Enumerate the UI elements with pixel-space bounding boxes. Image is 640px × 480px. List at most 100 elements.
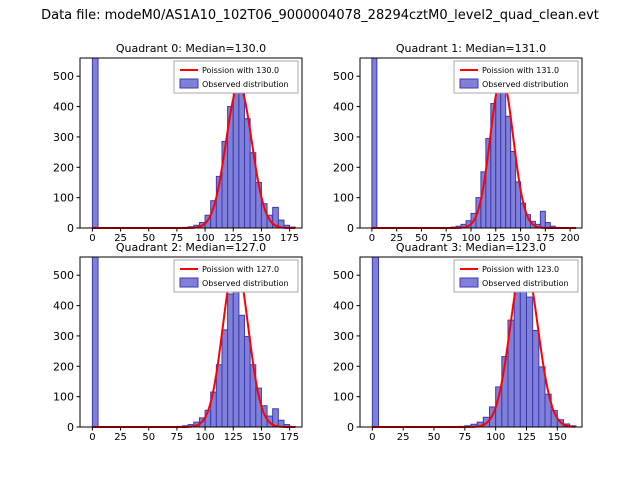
y-tick-label: 0 bbox=[347, 421, 354, 434]
y-tick-label: 100 bbox=[53, 192, 74, 205]
histogram-bar bbox=[371, 57, 378, 229]
x-tick-label: 75 bbox=[440, 233, 453, 244]
legend-label-observed: Observed distribution bbox=[202, 80, 289, 89]
x-tick-label: 175 bbox=[280, 432, 299, 443]
y-tick-label: 300 bbox=[53, 330, 74, 343]
x-tick-label: 100 bbox=[196, 233, 215, 244]
x-tick-label: 100 bbox=[196, 432, 215, 443]
histogram-bar bbox=[513, 289, 521, 428]
x-tick-label: 175 bbox=[280, 233, 299, 244]
y-tick-label: 0 bbox=[67, 421, 74, 434]
y-tick-label: 100 bbox=[333, 391, 354, 404]
subplot-quadrant-1: 0 25 50 75 100 125 150 175 200 0 100 200 300 400 500 Qu… bbox=[333, 42, 583, 244]
x-tick-label: 150 bbox=[252, 233, 271, 244]
poisson-fit-line bbox=[371, 75, 577, 229]
y-tick-label: 100 bbox=[333, 192, 354, 205]
subplot-title: Quadrant 2: Median=127.0 bbox=[116, 241, 266, 254]
x-tick-label: 0 bbox=[369, 233, 375, 244]
legend-label-poisson: Poission with 123.0 bbox=[482, 265, 559, 274]
histogram-bar bbox=[232, 282, 240, 428]
legend-label-observed: Observed distribution bbox=[482, 80, 569, 89]
x-tick-label: 50 bbox=[142, 432, 155, 443]
y-tick-label: 0 bbox=[347, 222, 354, 235]
x-tick-label: 0 bbox=[369, 432, 375, 443]
histogram-bar bbox=[532, 329, 540, 428]
histogram-bar bbox=[244, 336, 251, 428]
axes-frame bbox=[359, 256, 583, 428]
x-tick-label: 50 bbox=[428, 432, 441, 443]
y-tick-label: 500 bbox=[53, 269, 74, 282]
axes-frame bbox=[79, 256, 303, 428]
subplot-title: Quadrant 0: Median=130.0 bbox=[116, 42, 266, 55]
histogram-bar bbox=[495, 81, 502, 229]
x-tick-label: 75 bbox=[171, 233, 184, 244]
histogram-bar bbox=[526, 296, 534, 428]
y-tick-label: 300 bbox=[333, 131, 354, 144]
histogram-bar bbox=[371, 256, 379, 428]
x-tick-label: 200 bbox=[561, 233, 580, 244]
x-tick-label: 25 bbox=[397, 432, 410, 443]
poisson-fit-line bbox=[92, 84, 296, 229]
histogram-bar bbox=[232, 82, 240, 229]
legend: Poission with 127.0 Observed distribution bbox=[173, 259, 299, 293]
legend-label-observed: Observed distribution bbox=[482, 279, 569, 288]
subplot-quadrant-2: 0 25 50 75 100 125 150 175 0 100 200 300 400 500 Quadr… bbox=[53, 241, 303, 443]
x-tick-label: 50 bbox=[415, 233, 428, 244]
x-tick-label: 150 bbox=[252, 432, 271, 443]
y-tick-label: 400 bbox=[53, 300, 74, 313]
x-tick-label: 0 bbox=[89, 233, 95, 244]
y-tick-label: 400 bbox=[333, 101, 354, 114]
histogram-bars bbox=[371, 57, 566, 229]
x-tick-label: 125 bbox=[224, 432, 243, 443]
histogram-bars bbox=[91, 256, 296, 428]
y-tick-label: 500 bbox=[333, 269, 354, 282]
subplot-quadrant-0: 0 25 50 75 100 125 150 175 0 100 200 300 400 500 Quadr… bbox=[53, 42, 303, 244]
subplot-title: Quadrant 1: Median=131.0 bbox=[396, 42, 546, 55]
legend-patch-sample bbox=[459, 78, 479, 89]
y-tick-label: 500 bbox=[53, 70, 74, 83]
x-tick-label: 150 bbox=[548, 432, 567, 443]
legend: Poission with 130.0 Observed distribution bbox=[173, 60, 299, 94]
x-tick-label: 25 bbox=[390, 233, 403, 244]
x-tick-label: 0 bbox=[89, 432, 95, 443]
figure-title: Data file: modeM0/AS1A10_102T06_90000040… bbox=[41, 8, 599, 23]
histogram-bar bbox=[519, 275, 528, 428]
legend-label-poisson: Poission with 130.0 bbox=[202, 66, 279, 75]
x-tick-label: 25 bbox=[114, 432, 127, 443]
legend: Poission with 131.0 Observed distribution bbox=[453, 60, 579, 94]
legend-label-observed: Observed distribution bbox=[202, 279, 289, 288]
x-tick-label: 75 bbox=[171, 432, 184, 443]
subplot-quadrant-3: 0 25 50 75 100 125 150 0 100 200 300 400 500 Quadrant… bbox=[333, 241, 583, 443]
y-tick-label: 200 bbox=[53, 360, 74, 373]
x-tick-label: 50 bbox=[142, 233, 155, 244]
y-tick-label: 400 bbox=[333, 300, 354, 313]
x-tick-label: 100 bbox=[461, 233, 480, 244]
y-tick-label: 200 bbox=[333, 161, 354, 174]
histogram-bar bbox=[91, 57, 99, 229]
y-tick-label: 300 bbox=[53, 131, 74, 144]
legend-label-poisson: Poission with 127.0 bbox=[202, 265, 279, 274]
histogram-bar bbox=[238, 314, 246, 428]
histogram-bar bbox=[221, 329, 229, 428]
y-tick-label: 200 bbox=[333, 360, 354, 373]
y-tick-label: 500 bbox=[333, 70, 354, 83]
subplot-title: Quadrant 3: Median=123.0 bbox=[396, 241, 546, 254]
y-tick-label: 0 bbox=[67, 222, 74, 235]
legend-patch-sample bbox=[459, 277, 479, 288]
x-tick-label: 75 bbox=[458, 432, 471, 443]
y-tick-label: 200 bbox=[53, 161, 74, 174]
x-tick-label: 125 bbox=[224, 233, 243, 244]
histogram-bar bbox=[244, 118, 251, 229]
y-tick-label: 300 bbox=[333, 330, 354, 343]
x-tick-label: 175 bbox=[536, 233, 555, 244]
x-tick-label: 125 bbox=[517, 432, 536, 443]
histogram-bar bbox=[238, 90, 246, 229]
y-tick-label: 400 bbox=[53, 101, 74, 114]
axes-frame bbox=[79, 57, 303, 229]
legend: Poission with 123.0 Observed distribution bbox=[453, 259, 579, 293]
histogram-bar bbox=[91, 256, 99, 428]
histogram-bar bbox=[510, 151, 517, 229]
x-tick-label: 25 bbox=[114, 233, 127, 244]
